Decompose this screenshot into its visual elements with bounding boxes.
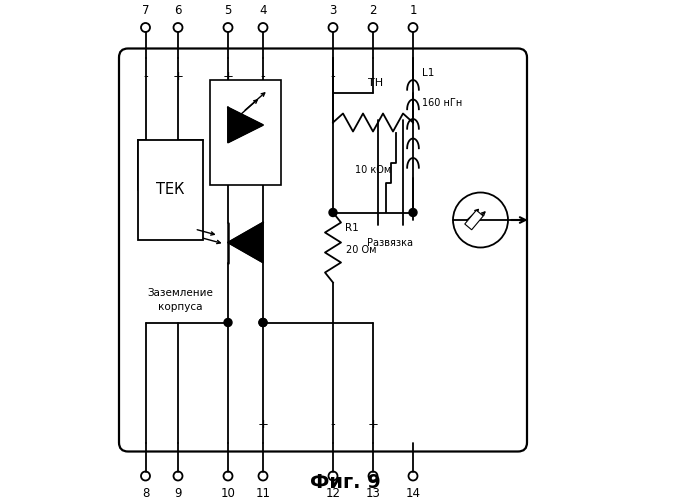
Text: 6: 6	[174, 4, 182, 16]
Text: R1: R1	[346, 222, 359, 232]
Text: -: -	[330, 70, 335, 83]
Text: 7: 7	[142, 4, 149, 16]
Text: ТН: ТН	[368, 78, 383, 88]
Circle shape	[224, 318, 232, 326]
Text: 160 нГн: 160 нГн	[422, 98, 462, 108]
Text: 10 кОм: 10 кОм	[355, 165, 391, 175]
Text: ТЕК: ТЕК	[156, 182, 184, 198]
Text: 14: 14	[406, 487, 421, 500]
Text: L1: L1	[422, 68, 435, 78]
Text: +: +	[173, 70, 184, 83]
Text: 8: 8	[142, 487, 149, 500]
Text: 9: 9	[174, 487, 182, 500]
Text: Развязка: Развязка	[368, 238, 413, 248]
Polygon shape	[228, 222, 263, 262]
Text: 4: 4	[259, 4, 267, 16]
Text: +: +	[223, 70, 234, 83]
Text: 10: 10	[220, 487, 236, 500]
Text: 2: 2	[369, 4, 377, 16]
Text: 20 Ом: 20 Ом	[346, 245, 376, 255]
Text: -: -	[330, 418, 335, 432]
Bar	[209, 80, 281, 185]
Text: Заземление
корпуса: Заземление корпуса	[148, 288, 214, 312]
Text: 5: 5	[225, 4, 231, 16]
Circle shape	[259, 318, 267, 326]
Bar	[465, 210, 483, 230]
Circle shape	[329, 208, 337, 216]
Text: +: +	[368, 418, 379, 432]
Polygon shape	[228, 108, 263, 142]
Text: 11: 11	[256, 487, 270, 500]
Text: -: -	[143, 70, 148, 83]
Text: 1: 1	[409, 4, 417, 16]
FancyBboxPatch shape	[119, 48, 527, 452]
Circle shape	[409, 208, 417, 216]
Text: 12: 12	[325, 487, 341, 500]
Circle shape	[259, 318, 267, 326]
Text: -: -	[261, 70, 265, 83]
Text: Фиг. 9: Фиг. 9	[310, 474, 381, 492]
Text: 3: 3	[330, 4, 337, 16]
Text: +: +	[258, 418, 269, 432]
Bar	[138, 140, 203, 240]
Text: 13: 13	[366, 487, 381, 500]
